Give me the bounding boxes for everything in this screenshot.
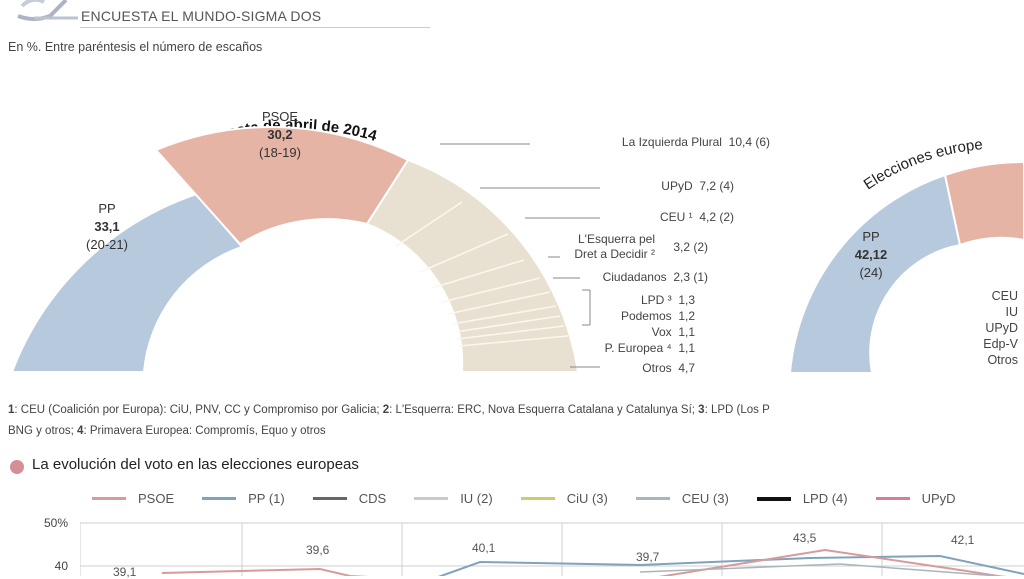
y-tick-40: 40 xyxy=(54,559,68,573)
slice-others xyxy=(365,158,580,373)
section-bullet-icon xyxy=(10,460,24,474)
slice-psoe-2014-elections xyxy=(943,160,1024,247)
line-chart-plot xyxy=(80,522,1024,576)
section-title-evolution: La evolución del voto en las elecciones … xyxy=(32,456,359,473)
slice-psoe xyxy=(154,126,410,246)
data-label-1: 39,1 xyxy=(113,565,137,579)
data-label-5: 43,5 xyxy=(793,531,817,545)
data-label-4: 39,7 xyxy=(636,550,660,564)
hemicycle-chart-european-elections: Elecciones europe xyxy=(788,136,1024,374)
logo-icon xyxy=(17,0,78,21)
header-divider xyxy=(80,27,430,28)
legend-item-upyd: UPyD xyxy=(875,491,956,506)
footnotes: 1: CEU (Coalición por Europa): CiU, PNV,… xyxy=(8,404,770,437)
hemicycle-legend: La Izquierda Plural 10,4 (6) UPyD 7,2 (4… xyxy=(574,135,770,375)
series-psoe xyxy=(161,548,1005,576)
legend-item-psoe: PSOE xyxy=(92,491,174,506)
legend-item-pp: PP (1) xyxy=(202,491,285,506)
slice-label-psoe: PSOE 30,2 (18-19) xyxy=(259,109,301,160)
slice-label-pp-2: PP 42,12 (24) xyxy=(854,229,888,280)
data-label-3: 40,1 xyxy=(472,541,496,555)
data-label-6: 42,1 xyxy=(951,533,975,547)
legend-item-iu: IU (2) xyxy=(414,491,493,506)
page-subtitle: En %. Entre paréntesis el número de esca… xyxy=(8,40,263,54)
line-chart-legend: PSOE PP (1) CDS IU (2) CiU (3) CEU (3) L… xyxy=(92,491,984,506)
slice-label-pp: PP 33,1 (20-21) xyxy=(86,201,128,252)
page-title: ENCUESTA EL MUNDO-SIGMA DOS xyxy=(81,8,322,24)
series-pp xyxy=(438,554,1024,576)
y-tick-50: 50% xyxy=(43,516,68,530)
series-ceu xyxy=(639,563,1008,576)
hemicycle-second-minor-labels: CEU IU UPyD Edp-V Otros xyxy=(983,289,1018,367)
data-label-2: 39,6 xyxy=(306,543,330,557)
legend-item-cds: CDS xyxy=(312,491,386,506)
hemicycle-chart-april-2014: Encuesta de abril de 2014 xyxy=(10,116,600,373)
legend-item-ciu: CiU (3) xyxy=(520,491,608,506)
legend-item-ceu: CEU (3) xyxy=(635,491,729,506)
legend-item-lpd: LPD (4) xyxy=(756,491,848,506)
